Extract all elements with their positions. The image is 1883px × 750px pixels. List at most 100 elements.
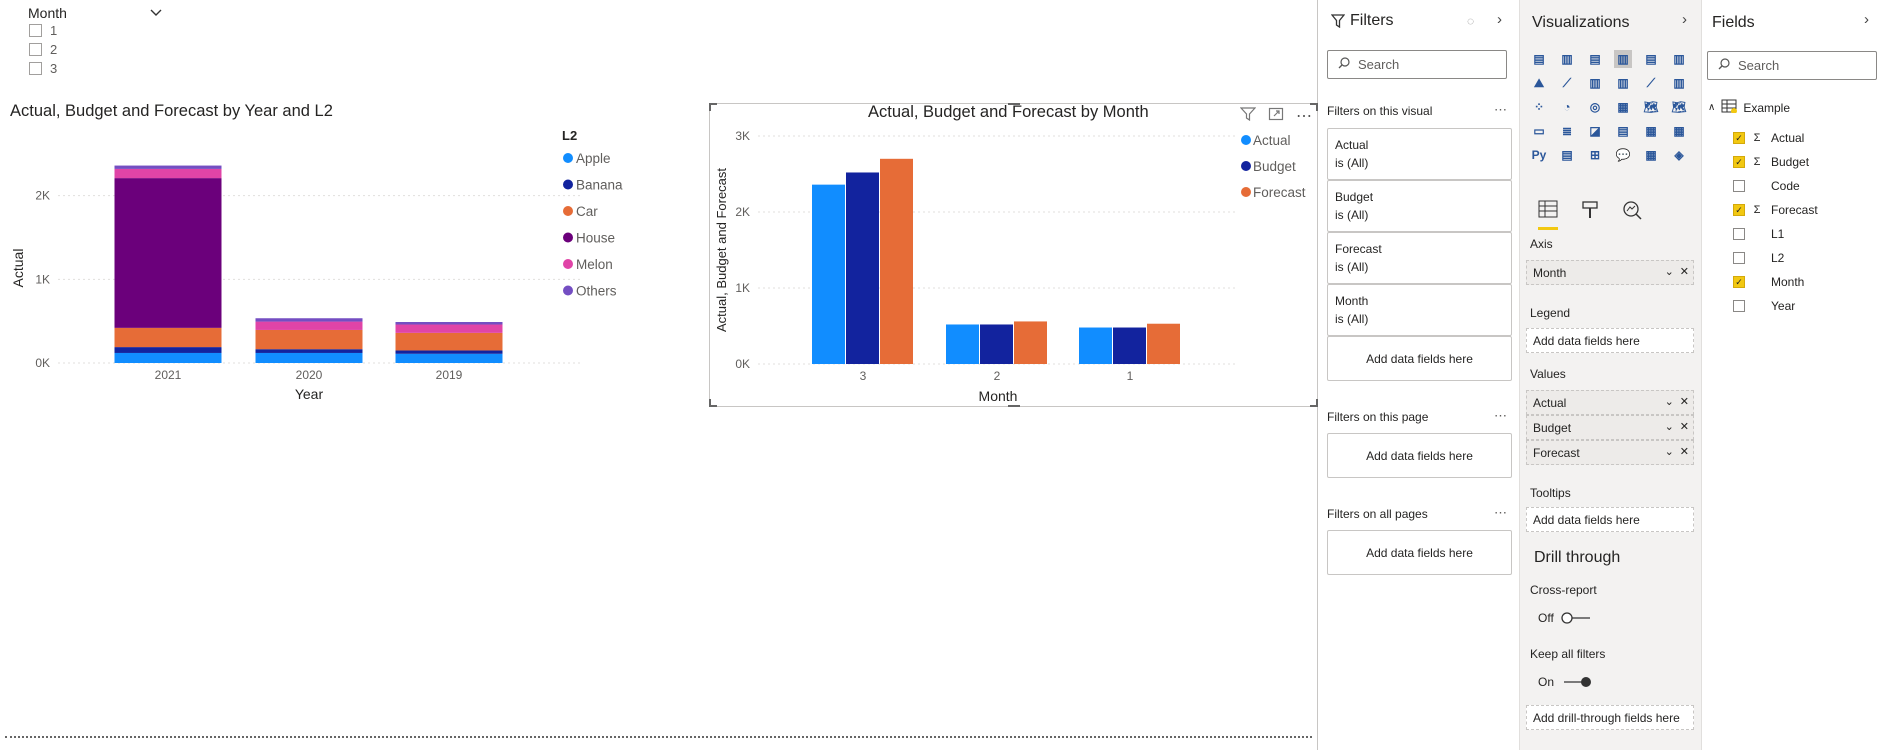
field-checkbox[interactable] [1733,252,1745,264]
filters-search-input[interactable]: Search [1327,50,1507,79]
field-row-budget[interactable]: ✓ Σ Budget [1733,154,1809,170]
visual-type-icon[interactable]: ⁘ [1533,100,1545,114]
visual-type-icon[interactable]: ▥ [1561,52,1573,66]
month-slicer[interactable]: Month 1 2 3 [28,4,163,78]
field-row-actual[interactable]: ✓ Σ Actual [1733,130,1804,146]
eye-icon[interactable]: ◌ [1467,14,1475,28]
chevron-down-icon[interactable] [149,5,163,21]
add-all-filter-drop[interactable]: Add data fields here [1327,530,1512,575]
filter-card-budget[interactable]: Budget is (All) [1327,180,1512,232]
keep-filters-toggle[interactable]: On [1538,675,1594,689]
visual-type-icon[interactable]: ▤ [1589,52,1601,66]
format-paint-icon[interactable] [1580,200,1600,230]
field-checkbox[interactable] [1733,228,1745,240]
visual-type-icon[interactable]: ▦ [1673,124,1685,138]
slicer-item[interactable]: 2 [29,40,163,59]
field-checkbox[interactable] [1733,300,1745,312]
close-icon[interactable]: ✕ [1679,446,1689,458]
visual-type-icon[interactable]: Py [1531,148,1547,162]
fields-tab-icon[interactable] [1538,200,1558,230]
visual-type-icon[interactable]: ▤ [1645,52,1657,66]
more-options-icon[interactable]: ⋯ [1296,108,1313,125]
filter-icon[interactable] [1239,106,1257,126]
visual-type-icon[interactable]: ▭ [1533,124,1545,138]
close-icon[interactable]: ✕ [1679,396,1689,408]
field-row-l1[interactable]: L1 [1733,226,1784,242]
legend-field-well[interactable]: Add data fields here [1526,328,1694,353]
axis-field-well[interactable]: Month ⌄ ✕ [1526,260,1694,285]
visual-type-icon[interactable]: ◎ [1589,100,1601,114]
resize-handle[interactable] [1310,399,1318,407]
resize-handle[interactable] [709,399,717,407]
filter-card-month[interactable]: Month is (All) [1327,284,1512,336]
visual-type-icon[interactable]: 💬 [1615,148,1631,162]
close-icon[interactable]: ✕ [1679,421,1689,433]
more-options-icon[interactable]: ⋯ [1494,408,1508,423]
visual-type-icon[interactable]: ⛰ [1533,75,1545,90]
visual-type-icon[interactable]: 🗺 [1671,100,1687,114]
clustered-column-chart[interactable]: 0K 1K 2K 3K 3 2 1 Month Actual, Budget and Forec… [710,120,1310,410]
visual-type-icon[interactable]: ≣ [1561,124,1573,138]
field-checkbox[interactable]: ✓ [1733,156,1745,168]
visual-type-icon[interactable]: ▥ [1673,52,1685,66]
values-field-forecast[interactable]: Forecast ⌄ ✕ [1526,440,1694,465]
field-checkbox[interactable] [1733,180,1745,192]
chevron-down-icon[interactable]: ⌄ [1664,421,1674,433]
visual-type-icon[interactable]: ▤ [1533,52,1545,66]
resize-handle[interactable] [1008,405,1020,413]
clustered-column-chart-icon-selected[interactable]: ▥ [1614,50,1632,68]
analytics-icon[interactable] [1622,200,1642,230]
resize-handle[interactable] [1310,103,1318,111]
close-icon[interactable]: ✕ [1679,266,1689,278]
slicer-item[interactable]: 3 [29,59,163,78]
field-checkbox[interactable]: ✓ [1733,276,1745,288]
values-field-actual[interactable]: Actual ⌄ ✕ [1526,390,1694,415]
field-row-month[interactable]: ✓ Month [1733,274,1804,290]
visual-type-icon[interactable]: ◔ [1563,100,1571,114]
filter-card-forecast[interactable]: Forecast is (All) [1327,232,1512,284]
field-checkbox[interactable]: ✓ [1733,132,1745,144]
chevron-right-icon[interactable]: › [1497,11,1502,28]
visual-type-icon[interactable]: ▤ [1617,124,1629,138]
checkbox[interactable] [29,24,42,37]
tooltips-field-well[interactable]: Add data fields here [1526,507,1694,532]
field-row-l2[interactable]: L2 [1733,250,1784,266]
visual-type-icon[interactable]: ▦ [1645,124,1657,138]
fields-search-input[interactable]: Search [1707,51,1877,80]
focus-mode-icon[interactable] [1268,107,1284,126]
visual-type-icon[interactable]: ⊞ [1589,148,1601,162]
visual-type-icon[interactable]: ⟋ [1562,75,1572,90]
chevron-down-icon[interactable]: ⌄ [1664,266,1674,278]
field-row-code[interactable]: Code [1733,178,1800,194]
field-row-year[interactable]: Year [1733,298,1795,314]
visual-type-icon[interactable]: ▥ [1617,76,1629,90]
resize-handle[interactable] [1008,103,1020,111]
drill-through-field-well[interactable]: Add drill-through fields here [1526,705,1694,730]
visual-type-icon[interactable]: ▤ [1561,148,1573,162]
chevron-right-icon[interactable]: › [1864,11,1869,28]
visual-type-icon[interactable]: ◪ [1589,124,1601,138]
visual-type-icon[interactable]: ⟋ [1646,75,1656,90]
chevron-right-icon[interactable]: › [1682,11,1687,28]
visual-type-icon[interactable]: ◈ [1674,148,1684,162]
checkbox[interactable] [29,43,42,56]
field-checkbox[interactable]: ✓ [1733,204,1745,216]
more-options-icon[interactable]: ⋯ [1494,505,1508,520]
chevron-down-icon[interactable]: ⌄ [1664,396,1674,408]
filter-card-actual[interactable]: Actual is (All) [1327,128,1512,180]
cross-report-toggle[interactable]: Off [1538,611,1594,625]
field-row-forecast[interactable]: ✓ Σ Forecast [1733,202,1818,218]
chevron-up-icon[interactable]: ∧ [1708,102,1716,113]
values-field-budget[interactable]: Budget ⌄ ✕ [1526,415,1694,440]
visual-type-icon[interactable]: ▦ [1617,100,1629,114]
visual-type-icon[interactable]: ▥ [1589,76,1601,90]
add-page-filter-drop[interactable]: Add data fields here [1327,433,1512,478]
checkbox[interactable] [29,62,42,75]
visual-type-icon[interactable]: 🗺 [1643,100,1659,114]
more-options-icon[interactable]: ⋯ [1494,102,1508,117]
resize-handle[interactable] [709,103,717,111]
table-node-example[interactable]: ∧ Example [1708,99,1791,115]
visual-type-icon[interactable]: ▥ [1673,76,1685,90]
stacked-column-chart[interactable]: 0K 1K 2K 2021 2020 2019 Year Actual L2 Apple Banan… [0,120,700,420]
slicer-item[interactable]: 1 [29,21,163,40]
